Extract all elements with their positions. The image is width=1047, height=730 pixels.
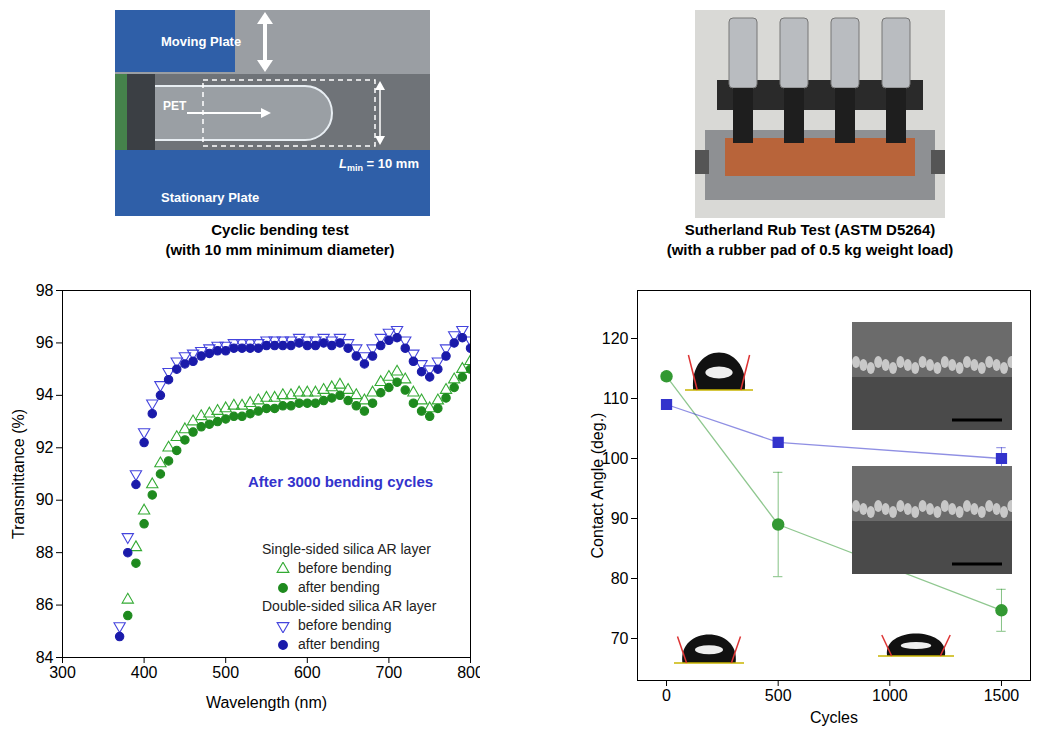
svg-text:90: 90 (36, 491, 54, 508)
svg-text:120: 120 (602, 330, 629, 347)
svg-text:500: 500 (212, 664, 239, 681)
html-text:Double-sided silica AR layer: Double-sided silica AR layer (262, 598, 437, 614)
svg-text:96: 96 (36, 334, 54, 351)
svg-text:Stationary Plate: Stationary Plate (161, 190, 259, 205)
svg-text:0: 0 (662, 687, 671, 704)
svg-text:98: 98 (36, 282, 54, 299)
svg-text:Wavelength (nm): Wavelength (nm) (206, 694, 327, 711)
html-text:Single-sided silica AR layer: Single-sided silica AR layer (262, 541, 431, 557)
svg-text:92: 92 (36, 439, 54, 456)
svg-text:80: 80 (611, 570, 629, 587)
svg-text:Moving Plate: Moving Plate (161, 34, 241, 49)
svg-text:Lmin = 10 mm: Lmin = 10 mm (339, 156, 419, 173)
svg-text:94: 94 (36, 386, 54, 403)
svg-text:100: 100 (601, 449, 629, 467)
html-text:before bending: before bending (298, 560, 392, 576)
svg-text:84: 84 (35, 648, 54, 666)
svg-text:500: 500 (765, 687, 792, 704)
svg-text:1000: 1000 (872, 687, 908, 704)
html-text:Sutherland Rub Test (ASTM D526: Sutherland Rub Test (ASTM D5264) (684, 221, 936, 238)
svg-text:800: 800 (457, 664, 480, 681)
svg-text:1500: 1500 (984, 687, 1020, 704)
html-text:after bending: after bending (298, 636, 380, 652)
svg-text:Contact Angle (deg.): Contact Angle (deg.) (589, 413, 606, 559)
svg-text:PET: PET (163, 99, 187, 113)
svg-text:600: 600 (294, 664, 321, 681)
svg-text:70: 70 (611, 630, 629, 647)
html-text:Cyclic bending test: Cyclic bending test (211, 221, 349, 238)
html-text:After 3000 bending cycles: After 3000 bending cycles (248, 473, 434, 490)
svg-text:88: 88 (36, 544, 54, 561)
svg-text:Transmittance (%): Transmittance (%) (10, 409, 27, 539)
svg-text:86: 86 (36, 596, 54, 613)
html-text:(with 10 mm minimum diameter): (with 10 mm minimum diameter) (165, 241, 395, 258)
html-text:before bending: before bending (298, 617, 392, 633)
html-text:after bending: after bending (298, 579, 380, 595)
svg-text:300: 300 (49, 664, 76, 681)
svg-text:90: 90 (611, 510, 629, 527)
svg-text:400: 400 (131, 664, 158, 681)
html-text:(with a rubber pad of 0.5 kg w: (with a rubber pad of 0.5 kg weight load… (666, 241, 954, 258)
svg-text:700: 700 (376, 664, 403, 681)
svg-text:Cycles: Cycles (810, 709, 858, 726)
svg-text:110: 110 (603, 390, 629, 407)
